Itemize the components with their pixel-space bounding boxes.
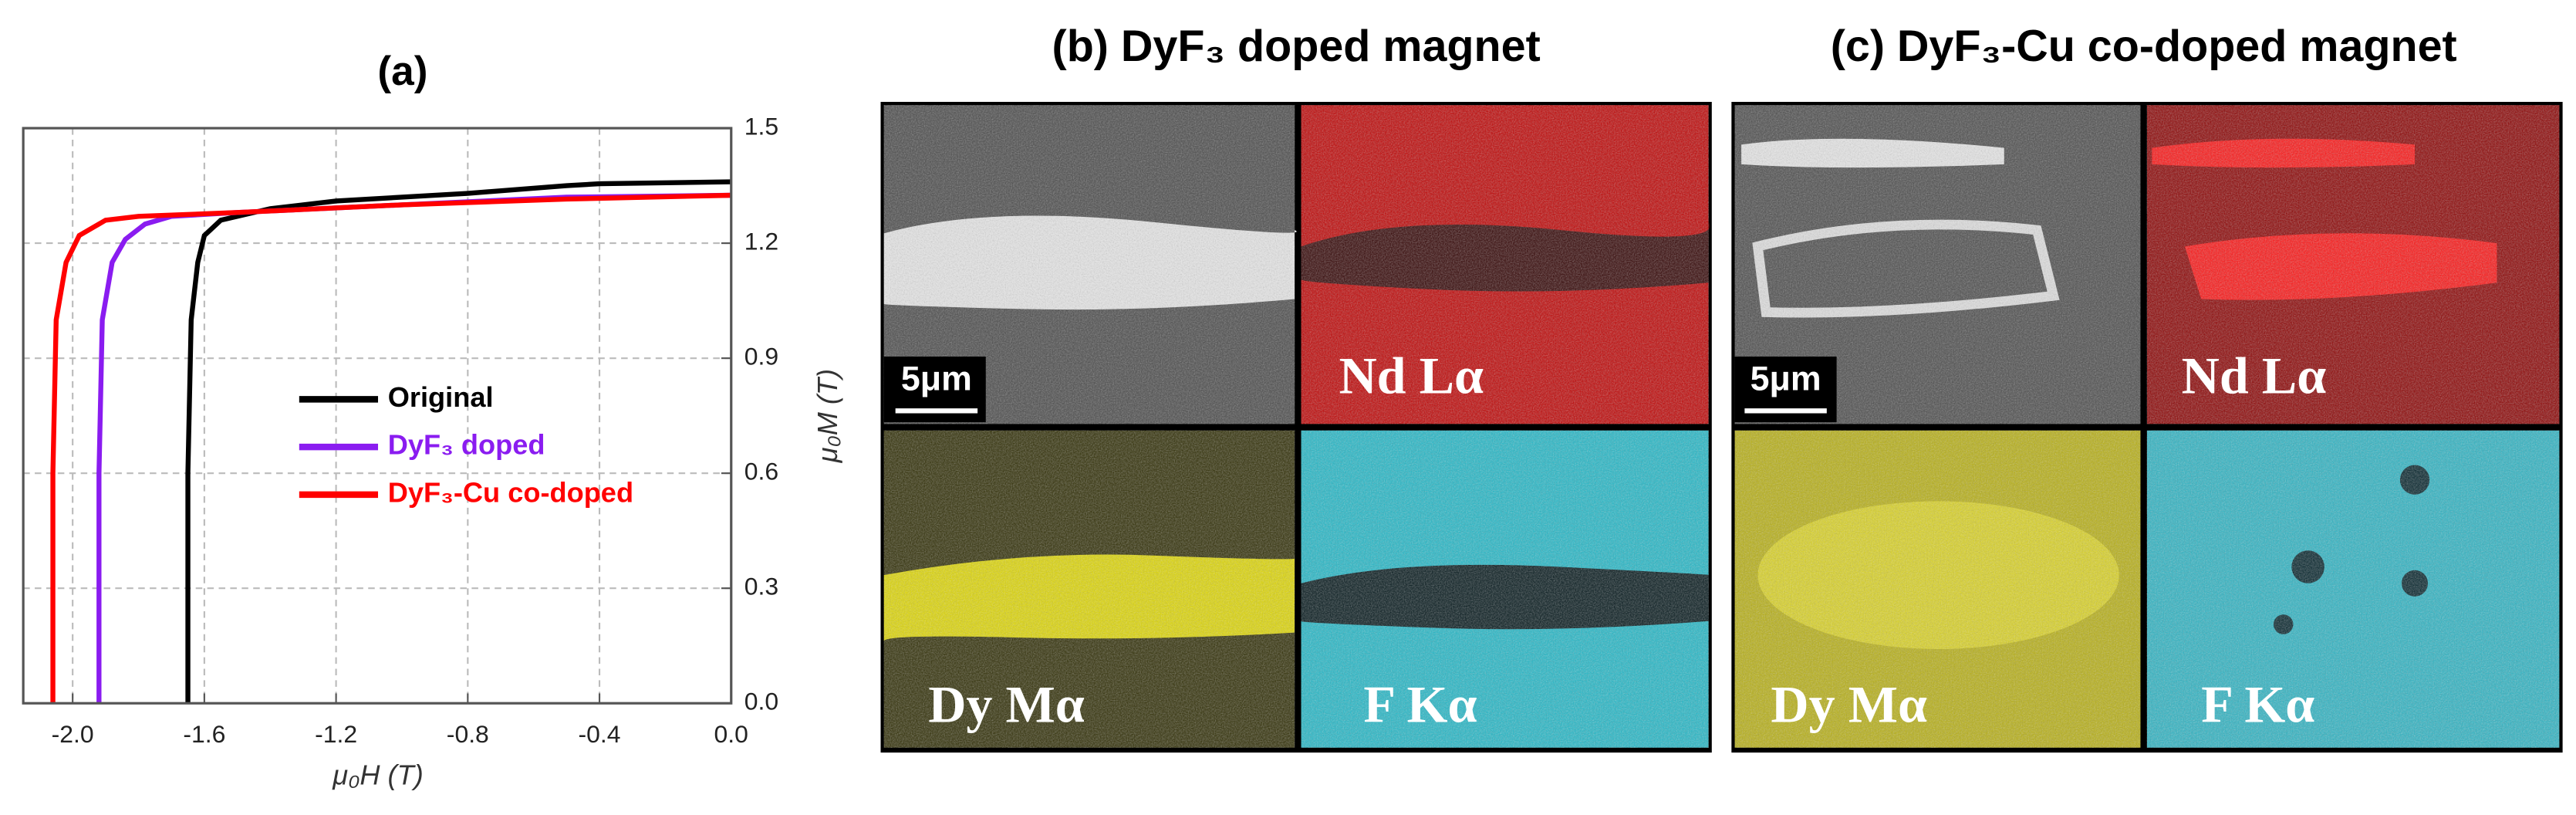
data-line	[50, 192, 731, 704]
map-label: Dy Mα	[1771, 675, 1927, 733]
x-tick-label: -1.6	[183, 720, 225, 748]
nd-map	[1301, 105, 1710, 424]
dy-map	[1734, 430, 2141, 748]
map-label: Dy Mα	[928, 675, 1085, 733]
sem-image	[1734, 105, 2141, 424]
sem-image	[883, 105, 1297, 424]
scale-bar-label: 5μm	[901, 360, 972, 398]
panel-title: (b) DyF₃ doped magnet	[1052, 22, 1541, 71]
y-tick-label: 0.0	[744, 688, 778, 715]
panel-title: (c) DyF₃-Cu co-doped magnet	[1831, 22, 2457, 71]
legend-label: DyF₃ doped	[388, 429, 545, 461]
map-label: F Kα	[2201, 675, 2314, 733]
plot-area: -2.0 -1.6 -1.2 -0.8 -0.4 0.0 0.0 0.3 0.6 0.9 1.2 1.…	[23, 113, 778, 748]
y-tick-label: 0.9	[744, 343, 778, 370]
y-axis-label: μ₀M (T)	[812, 369, 843, 463]
f-map	[2146, 430, 2560, 748]
x-tick-label: -0.4	[579, 720, 621, 748]
map-label: F Kα	[1363, 675, 1477, 733]
y-tick-label: 0.6	[744, 458, 778, 485]
y-tick-label: 1.5	[744, 113, 778, 140]
x-tick-label: 0.0	[714, 720, 748, 748]
x-tick-label: -1.2	[315, 720, 357, 748]
x-axis-label: μ₀H (T)	[332, 759, 423, 791]
scale-bar-label: 5μm	[1751, 360, 1821, 398]
nd-map	[2146, 105, 2560, 424]
legend-label: DyF₃-Cu co-doped	[388, 476, 633, 508]
y-tick-label: 1.2	[744, 228, 778, 255]
plot-frame	[22, 127, 733, 705]
map-label: Nd Lα	[1339, 347, 1484, 405]
dy-map	[883, 430, 1295, 748]
x-tick-label: -2.0	[52, 720, 94, 748]
map-label: Nd Lα	[2182, 347, 2327, 405]
chart-title: (a)	[377, 49, 427, 94]
y-tick-label: 0.3	[744, 573, 778, 600]
legend-label: Original	[388, 381, 494, 413]
f-map	[1301, 430, 1710, 748]
x-tick-label: -0.8	[447, 720, 489, 748]
